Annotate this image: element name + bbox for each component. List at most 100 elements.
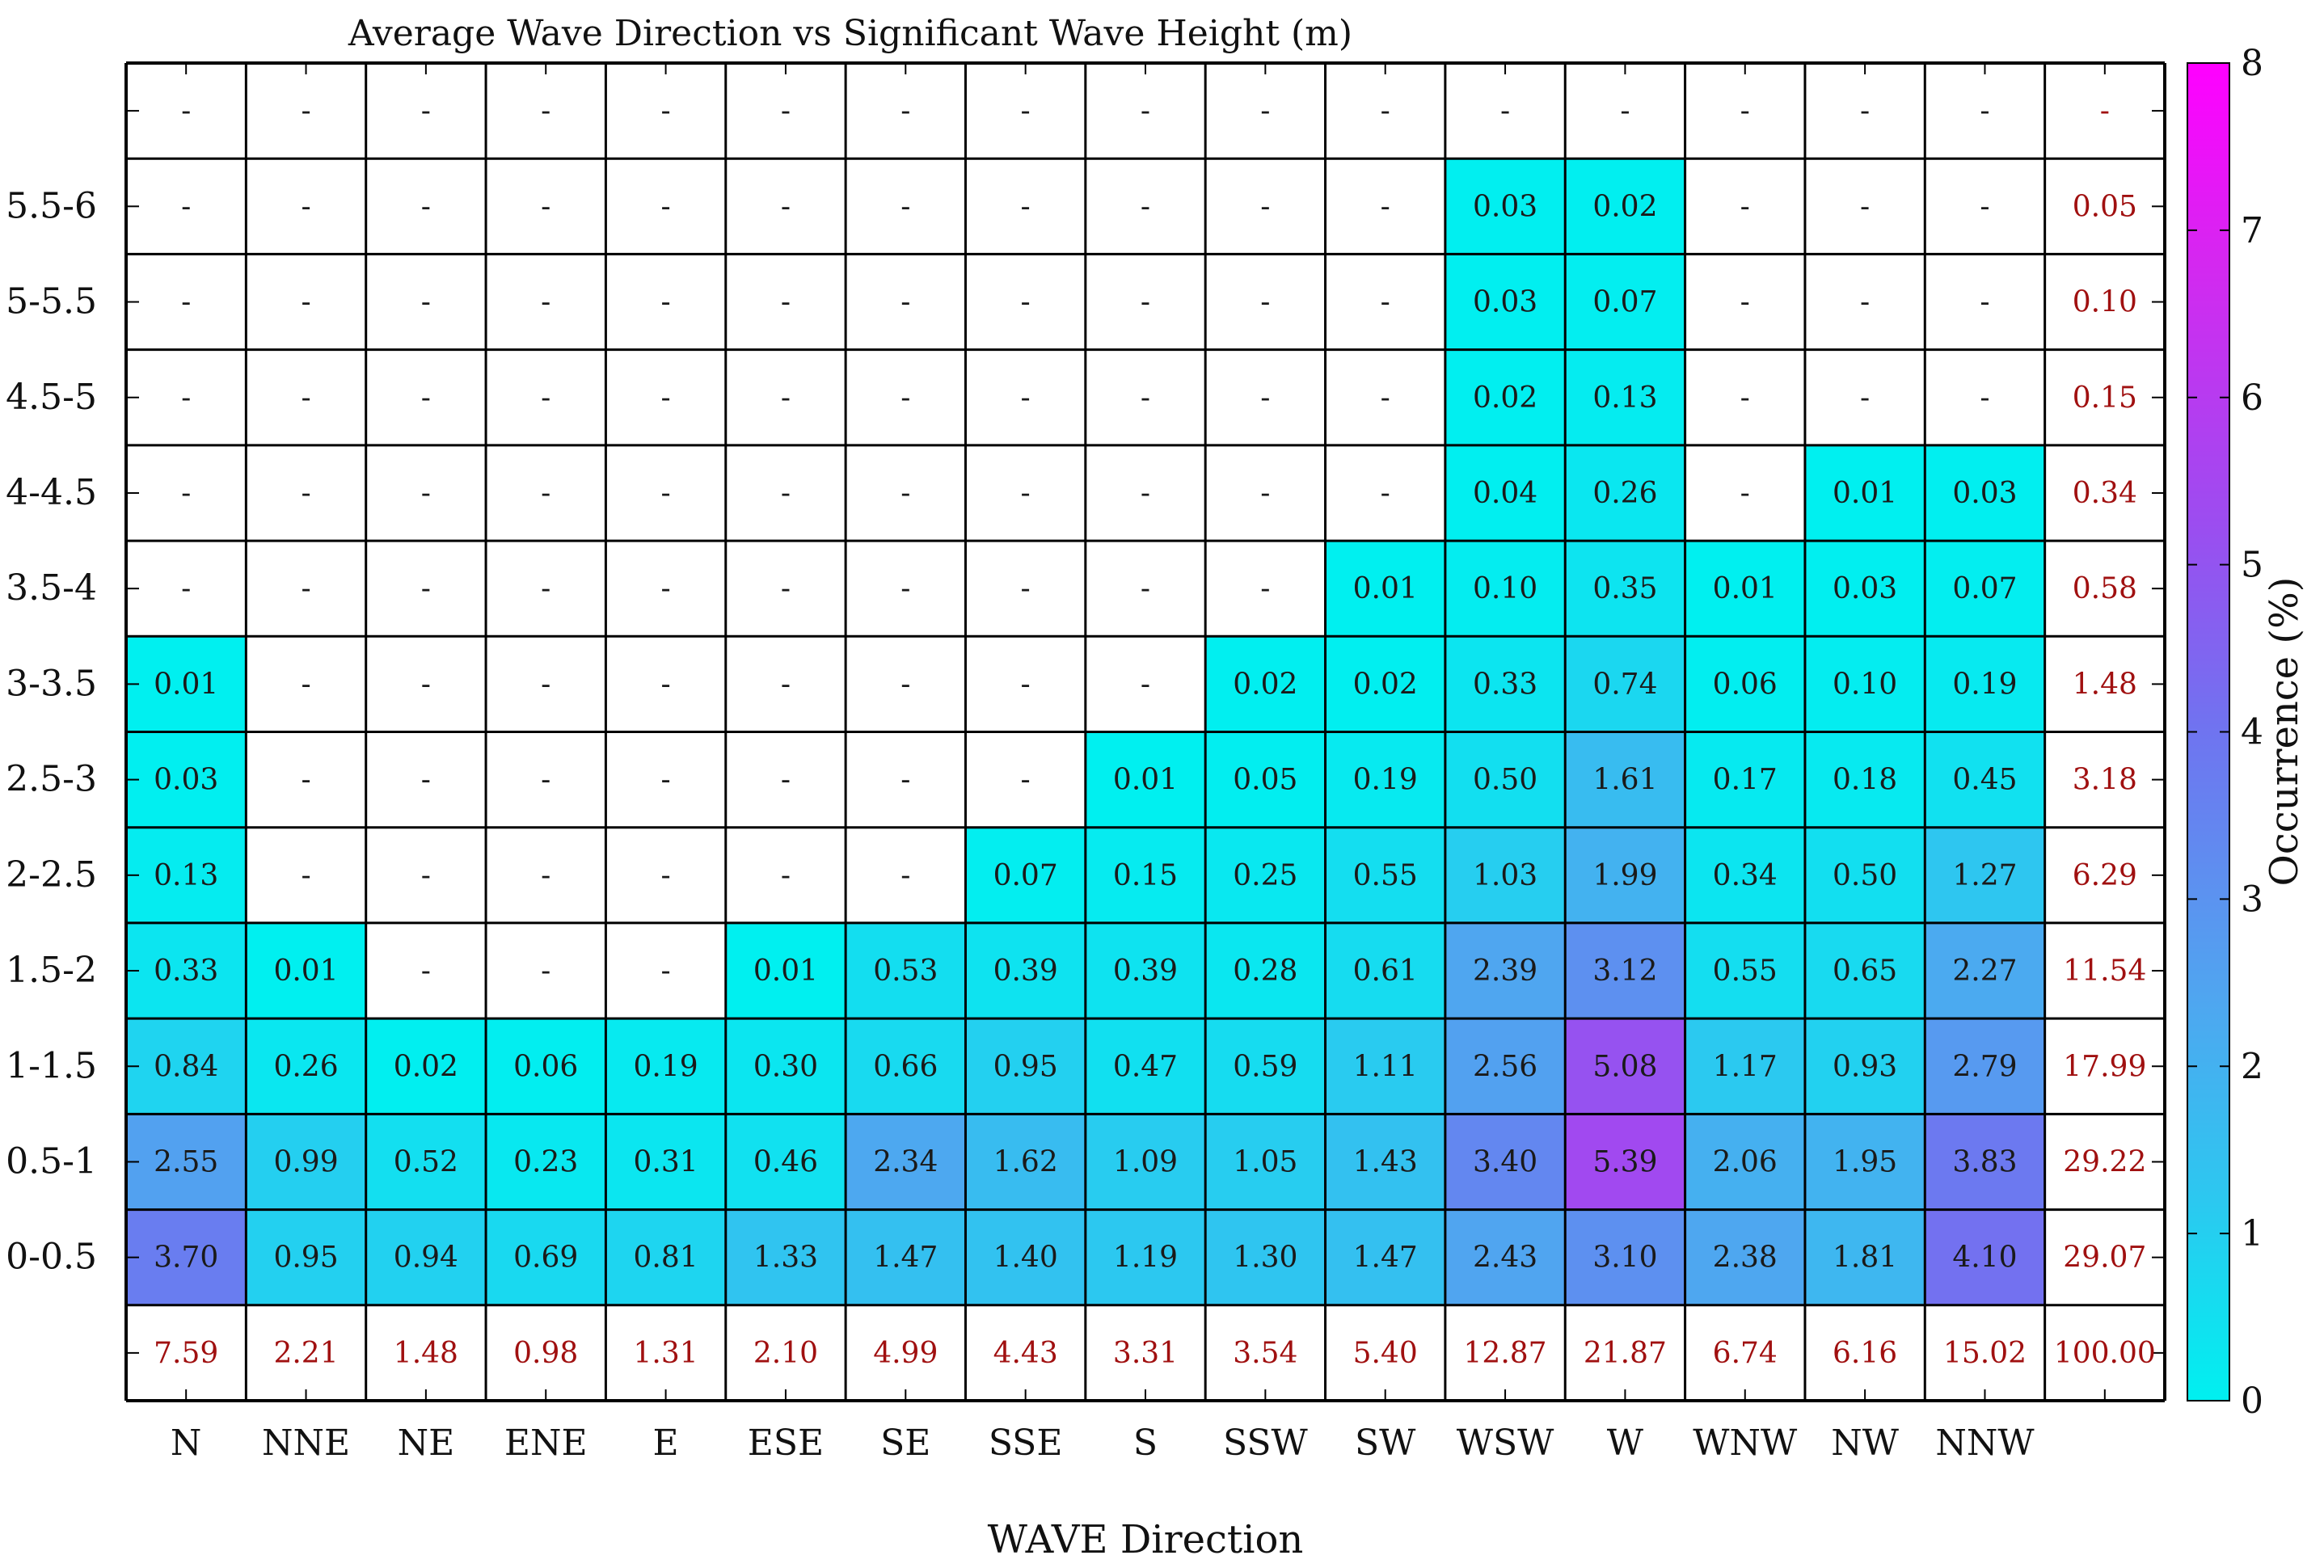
cell-value-label: 0.01	[753, 955, 818, 988]
cell-value-label: -	[541, 668, 550, 701]
cell-value-label: 0.04	[1473, 477, 1537, 510]
cell-value-label: -	[1021, 477, 1031, 510]
cell-value-label: -	[301, 190, 310, 223]
cell-value-label: -	[900, 572, 910, 605]
colorbar-tick-label: 3	[2241, 879, 2263, 920]
cell-value-label: -	[421, 859, 431, 892]
heatmap-cell	[246, 922, 366, 1019]
cell-value-label: -	[1021, 572, 1031, 605]
cell-value-label: 0.45	[1952, 764, 2017, 797]
cell-value-label: 0.19	[1353, 764, 1418, 797]
x-tick-label: NNE	[262, 1423, 350, 1464]
heatmap-cell	[1445, 541, 1566, 637]
column-total-label: 3.54	[1233, 1337, 1297, 1370]
cell-value-label: 1.47	[873, 1241, 938, 1275]
cell-value-label: 0.69	[513, 1241, 578, 1275]
heatmap-cell	[1685, 922, 1805, 1019]
cell-value-label: -	[541, 477, 550, 510]
cell-value-label: 1.03	[1473, 859, 1537, 892]
cell-value-label: 1.33	[753, 1241, 818, 1275]
cell-value-label: -	[1860, 190, 1870, 223]
cell-value-label: 1.40	[993, 1241, 1058, 1275]
cell-value-label: 0.02	[1592, 190, 1657, 223]
heatmap-cell	[725, 1018, 846, 1115]
cell-value-label: -	[661, 668, 671, 701]
heatmap-cell	[365, 1018, 487, 1115]
cell-value-label: -	[1381, 286, 1390, 319]
cell-value-label: 0.33	[1473, 668, 1537, 701]
cell-value-label: 0.26	[273, 1050, 338, 1083]
cell-value-label: -	[900, 477, 910, 510]
cell-value-label: 2.39	[1473, 955, 1537, 988]
cell-value-label: -	[421, 668, 431, 701]
cell-value-label: -	[781, 668, 791, 701]
cell-value-label: -	[1980, 286, 1989, 319]
heatmap-cell	[1085, 827, 1206, 923]
heatmap-cell	[1804, 731, 1925, 828]
cell-value-label: 2.55	[154, 1145, 218, 1178]
cell-value-label: -	[661, 286, 671, 319]
cell-value-label: -	[421, 95, 431, 128]
cell-value-label: 1.09	[1113, 1145, 1178, 1178]
cell-value-label: 0.07	[1592, 286, 1657, 319]
cell-value-label: 0.02	[1473, 381, 1537, 415]
cell-value-label: 0.26	[1592, 477, 1657, 510]
colorbar-tick-label: 1	[2241, 1213, 2263, 1254]
column-total-label: 7.59	[154, 1337, 218, 1370]
heatmap-cell	[965, 827, 1086, 923]
cell-value-label: -	[900, 190, 910, 223]
cell-value-label: 1.99	[1592, 859, 1657, 892]
heatmap-cell	[1445, 1018, 1566, 1115]
heatmap-cell	[126, 731, 247, 828]
x-tick-label: ENE	[504, 1423, 588, 1464]
cell-value-label: -	[301, 381, 310, 415]
cell-value-label: 0.33	[154, 955, 218, 988]
cell-value-label: 0.25	[1233, 859, 1297, 892]
cell-value-label: 0.55	[1353, 859, 1418, 892]
cell-value-label: 1.47	[1353, 1241, 1418, 1275]
cell-value-label: 0.17	[1713, 764, 1778, 797]
cell-value-label: -	[1381, 381, 1390, 415]
row-total-label: 0.05	[2073, 190, 2137, 223]
cell-value-label: 0.61	[1353, 955, 1418, 988]
cell-value-label: 0.55	[1713, 955, 1778, 988]
cell-value-label: -	[541, 764, 550, 797]
heatmap-cell	[1565, 1209, 1685, 1305]
heatmap-cell	[1085, 1114, 1206, 1210]
cell-value-label: 0.15	[1113, 859, 1178, 892]
cell-value-label: 0.99	[273, 1145, 338, 1178]
cell-value-label: 0.39	[1113, 955, 1178, 988]
column-total-label: 2.10	[753, 1337, 818, 1370]
cell-value-label: -	[1141, 95, 1150, 128]
column-total-label: 3.31	[1113, 1337, 1178, 1370]
cell-value-label: -	[421, 572, 431, 605]
cell-value-label: 0.59	[1233, 1050, 1297, 1083]
cell-value-label: 0.94	[394, 1241, 458, 1275]
heatmap-cell	[126, 1114, 247, 1210]
heatmap-cell	[846, 922, 966, 1019]
column-total-label: 1.48	[394, 1337, 458, 1370]
cell-value-label: -	[1740, 95, 1750, 128]
cell-value-label: 0.01	[1113, 764, 1178, 797]
cell-value-label: -	[1381, 190, 1390, 223]
heatmap-cell	[725, 1209, 846, 1305]
cell-value-label: -	[661, 381, 671, 415]
cell-value-label: -	[781, 477, 791, 510]
heatmap-cell	[1205, 636, 1326, 732]
cell-value-label: -	[661, 477, 671, 510]
row-total-label: 17.99	[2063, 1050, 2146, 1083]
cell-value-label: 0.13	[154, 859, 218, 892]
heatmap-cell	[126, 827, 247, 923]
heatmap-cell	[965, 1114, 1086, 1210]
cell-value-label: -	[301, 859, 310, 892]
cell-value-label: 1.11	[1353, 1050, 1418, 1083]
cell-value-label: -	[1740, 477, 1750, 510]
cell-value-label: 0.81	[634, 1241, 698, 1275]
cell-value-label: 0.35	[1592, 572, 1657, 605]
column-total-label: 6.74	[1713, 1337, 1778, 1370]
cell-value-label: -	[1260, 286, 1270, 319]
y-tick-label: 5.5-6	[6, 185, 97, 226]
heatmap-cell	[1804, 1209, 1925, 1305]
cell-value-label: 0.03	[1473, 286, 1537, 319]
cell-value-label: -	[181, 286, 191, 319]
